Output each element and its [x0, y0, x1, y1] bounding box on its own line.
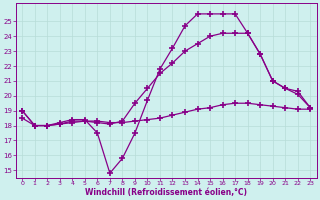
X-axis label: Windchill (Refroidissement éolien,°C): Windchill (Refroidissement éolien,°C): [85, 188, 247, 197]
